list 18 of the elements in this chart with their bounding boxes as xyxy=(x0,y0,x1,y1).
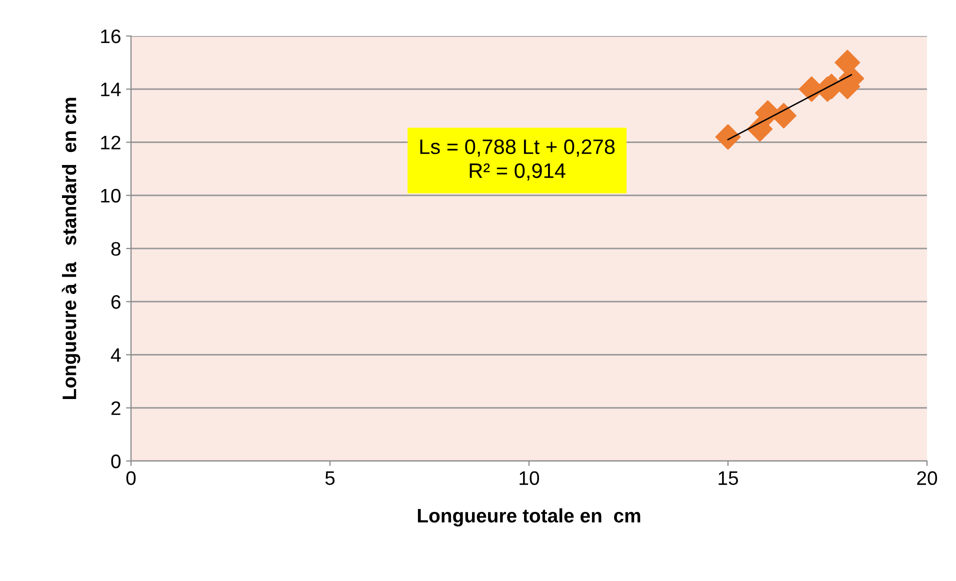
y-tick-label: 0 xyxy=(111,454,121,468)
x-tick-label: 5 xyxy=(325,471,335,486)
x-tick-label: 15 xyxy=(718,471,738,486)
x-tick-label: 20 xyxy=(917,471,938,486)
y-tick-label: 10 xyxy=(101,188,121,203)
y-tick-label: 6 xyxy=(111,295,120,309)
y-tick-label: 14 xyxy=(101,82,121,96)
annotation: Ls = 0,788 Lt + 0,278 R² = 0,914 xyxy=(420,139,615,181)
y-tick-label: 16 xyxy=(101,29,120,44)
y-axis-title: Longueure à la standard en cm xyxy=(62,98,80,399)
x-tick-label: 0 xyxy=(126,471,136,486)
x-tick-label: 10 xyxy=(520,471,540,486)
y-tick-label: 12 xyxy=(101,136,120,150)
x-axis-title: Longueure totale en cm xyxy=(418,508,640,527)
y-tick-label: 2 xyxy=(111,401,120,415)
point xyxy=(715,124,741,150)
y-tick-label: 4 xyxy=(110,348,121,362)
y-tick-label: 8 xyxy=(111,242,120,256)
